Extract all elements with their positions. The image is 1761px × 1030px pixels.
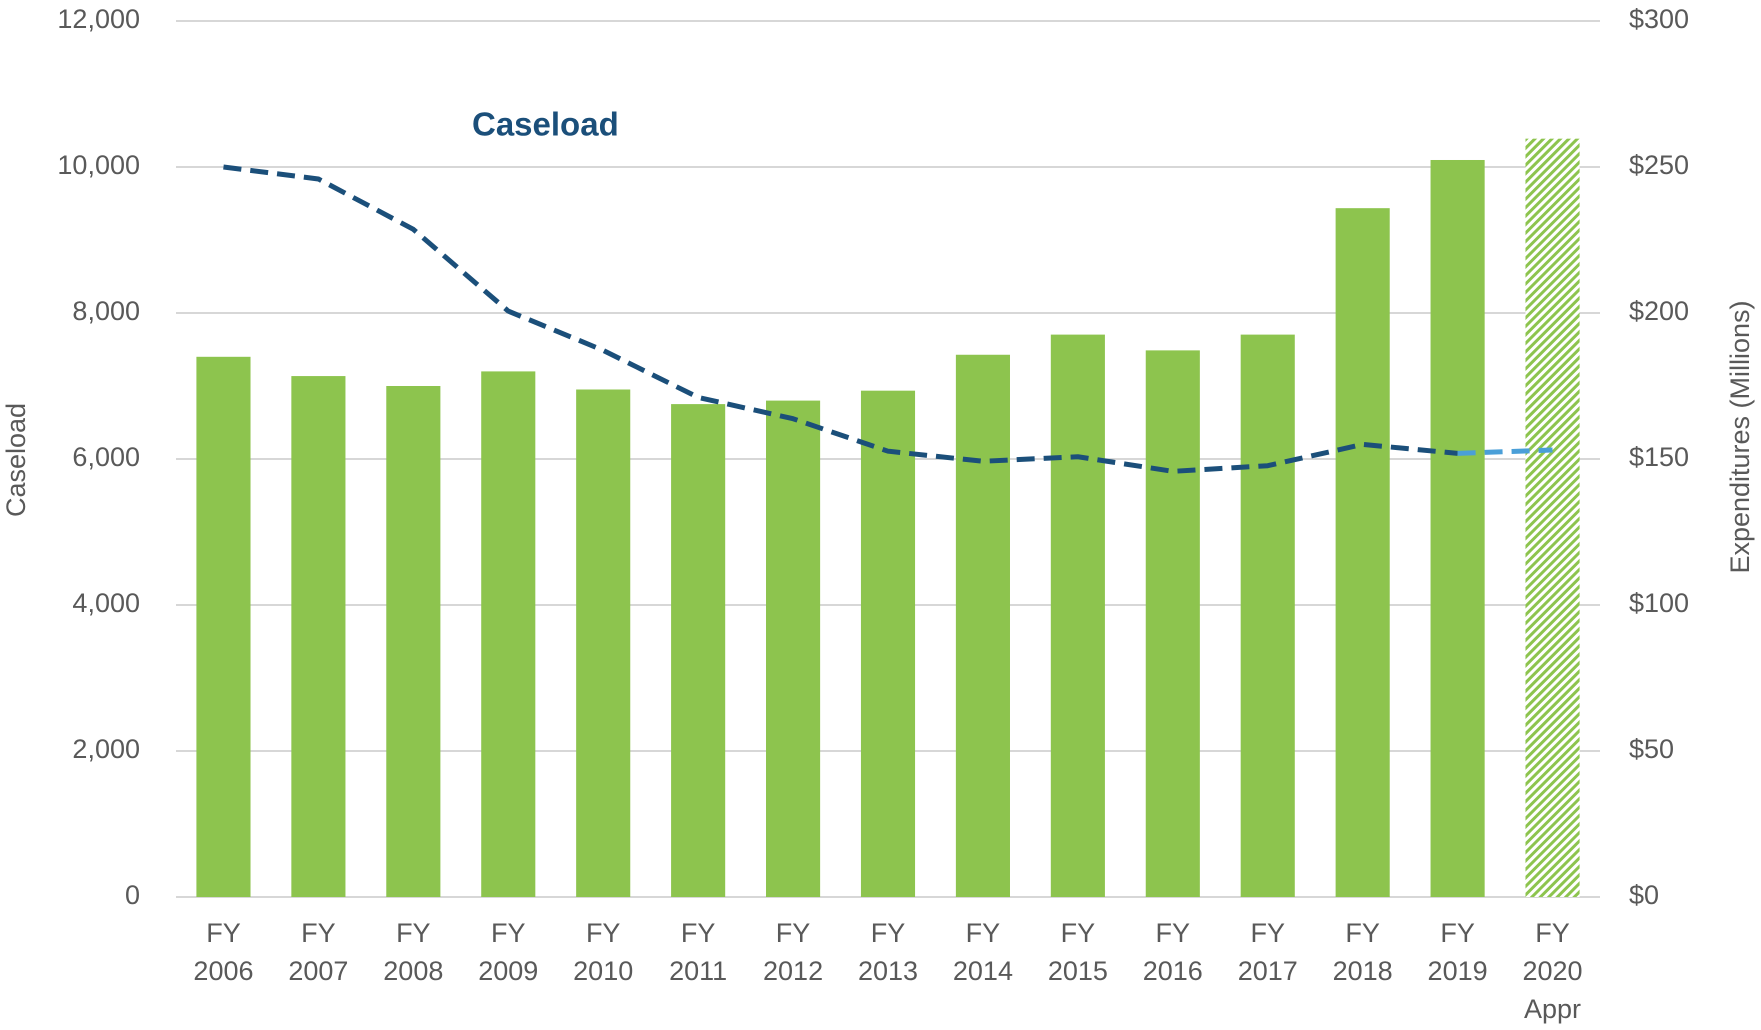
bar [860,390,916,897]
y2-tick-label: $250 [1629,150,1689,180]
x-tick-label: FY 2019 [1428,918,1488,986]
bar [1525,138,1580,897]
bar [955,354,1010,898]
x-tick-label: FY 2009 [478,918,538,986]
x-tick-label: FY 2006 [193,918,253,986]
bar [386,386,441,897]
y-tick-label: 2,000 [72,734,140,764]
x-tick-label: FY 2007 [288,918,348,986]
y-tick-label: 6,000 [72,442,140,472]
x-tick-label: FY 2012 [763,918,823,986]
bar [1240,334,1295,897]
line [223,164,1458,474]
y2-tick-label: $200 [1629,296,1689,326]
bar [291,376,346,897]
bar [576,389,631,897]
x-tick-label: FY 2008 [383,918,443,986]
bar [196,356,251,897]
y-tick-label: 10,000 [57,150,140,180]
x-tick-label: FY 2014 [953,918,1013,986]
x-tick-label: FY 2015 [1048,918,1108,986]
series-annotation: Caseload [472,106,619,143]
bar [1335,208,1390,897]
bar [1430,159,1485,897]
x-tick-label: FY 2013 [858,918,918,986]
y2-tick-label: $150 [1629,442,1689,472]
y2-tick-label: $0 [1629,880,1659,910]
bar [481,371,536,897]
bar [766,400,821,897]
y-axis-label: Caseload [1,403,31,517]
bar [1145,350,1200,898]
y-tick-label: 12,000 [57,4,140,34]
x-tick-label: FY 2010 [573,918,633,986]
x-tick-label: FY 2020 Appr [1522,918,1582,1024]
x-tick-label: FY 2018 [1333,918,1393,986]
y-tick-label: 4,000 [72,588,140,618]
y2-axis-label: Expenditures (Millions) [1725,300,1755,573]
y-tick-label: 8,000 [72,296,140,326]
y2-tick-label: $50 [1629,734,1674,764]
line [1457,447,1553,456]
x-tick-label: FY 2011 [669,918,727,986]
bar [671,404,726,897]
x-tick-label: FY 2016 [1143,918,1203,986]
y-tick-label: 0 [125,880,140,910]
y2-tick-label: $300 [1629,4,1689,34]
bar [1050,334,1105,897]
x-tick-label: FY 2017 [1238,918,1298,986]
y2-tick-label: $100 [1629,588,1689,618]
